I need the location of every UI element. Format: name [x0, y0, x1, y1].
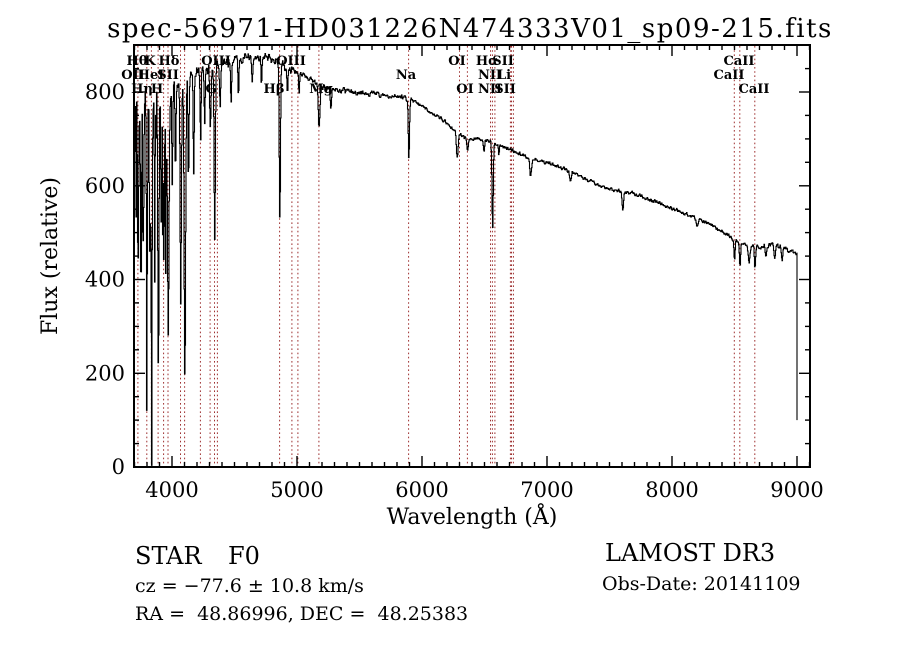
x-tick-label: 5000 [270, 478, 323, 502]
spectral-line-label: NII [478, 68, 502, 83]
y-tick-label: 200 [85, 361, 125, 385]
spectral-line-label: Hθ [127, 54, 148, 69]
spectral-line-label: Li [497, 68, 511, 83]
y-tick-label: 800 [85, 80, 125, 104]
spectral-line-label: Hβ [264, 82, 285, 97]
spectral-line-label: OI [456, 82, 473, 97]
spectral-line-label: Hη [131, 82, 153, 97]
spectral-line-label: CaII [739, 82, 770, 97]
spectral-line-label: OIII [276, 54, 306, 69]
spectral-line-label: SII [492, 54, 514, 69]
plot-frame [133, 44, 811, 468]
survey-release-label: LAMOST DR3 [605, 539, 776, 567]
subclass-label: F0 [228, 542, 260, 570]
spectral-line-label: H [151, 82, 163, 97]
spectrum-trace [134, 52, 798, 466]
spectral-line-label: HeI [138, 68, 165, 83]
y-tick-label: 400 [85, 268, 125, 292]
x-tick-label: 9000 [770, 478, 823, 502]
obs-date-text: Obs-Date: 20141109 [602, 573, 801, 595]
spectral-line-label: Na [396, 68, 417, 83]
spectral-line-label: Hδ [159, 54, 180, 69]
x-axis-title: Wavelength (Å) [387, 502, 558, 530]
spectral-line-label: CaII [724, 54, 755, 69]
spectral-line-label: SII [494, 82, 516, 97]
spectral-line-label: G [205, 82, 216, 97]
spectral-line-label: K [144, 54, 156, 69]
spectral-line-label: NII [478, 82, 502, 97]
spectral-line-label: Mg [309, 82, 332, 97]
spectral-line-label: CaII [714, 68, 745, 83]
classification-label: STAR [135, 542, 202, 570]
axes-layer: 4000 5000 6000 7000 8000 9000 0 200 400 600 800 [85, 44, 824, 502]
x-tick-label: 7000 [520, 478, 573, 502]
x-tick-label: 4000 [145, 478, 198, 502]
x-tick-label: 8000 [645, 478, 698, 502]
plot-title: spec-56971-HD031226N474333V01_sp09-215.f… [107, 14, 833, 44]
x-tick-label: 6000 [395, 478, 448, 502]
y-tick-label: 600 [85, 174, 125, 198]
spectral-line-label: Hα [476, 54, 498, 69]
ra-dec-text: RA = 48.86996, DEC = 48.25383 [135, 603, 469, 625]
spectral-line-label: OI [448, 54, 465, 69]
radial-velocity-text: cz = −77.6 ± 10.8 km/s [135, 575, 364, 597]
spectral-line-label: SII [157, 68, 179, 83]
spectral-line-label: OII [121, 68, 145, 83]
y-tick-label: 0 [112, 455, 125, 479]
spectral-line-markers [137, 46, 756, 466]
spectral-line-label: OIII [201, 54, 231, 69]
spectrum-trace-layer [134, 52, 798, 466]
y-axis-title: Flux (relative) [38, 177, 63, 335]
